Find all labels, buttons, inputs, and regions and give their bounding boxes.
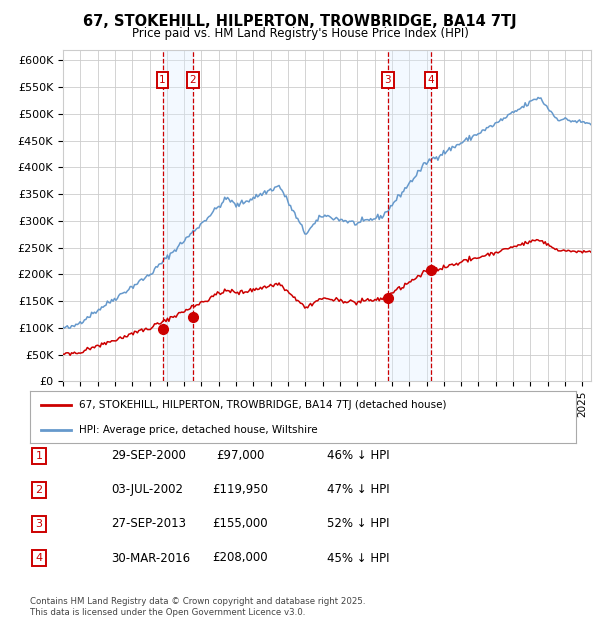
Text: £155,000: £155,000 [212,518,268,530]
Text: 3: 3 [384,75,391,85]
Text: £119,950: £119,950 [212,484,268,496]
Text: 03-JUL-2002: 03-JUL-2002 [111,484,183,496]
Text: Price paid vs. HM Land Registry's House Price Index (HPI): Price paid vs. HM Land Registry's House … [131,27,469,40]
Text: 4: 4 [35,553,43,563]
Text: HPI: Average price, detached house, Wiltshire: HPI: Average price, detached house, Wilt… [79,425,318,435]
Text: 52% ↓ HPI: 52% ↓ HPI [327,518,389,530]
Text: 47% ↓ HPI: 47% ↓ HPI [327,484,389,496]
Text: 2: 2 [190,75,196,85]
Text: 27-SEP-2013: 27-SEP-2013 [111,518,186,530]
Bar [163,50,193,381]
Text: 45% ↓ HPI: 45% ↓ HPI [327,552,389,564]
Text: 67, STOKEHILL, HILPERTON, TROWBRIDGE, BA14 7TJ (detached house): 67, STOKEHILL, HILPERTON, TROWBRIDGE, BA… [79,401,446,410]
Text: 1: 1 [159,75,166,85]
Text: 29-SEP-2000: 29-SEP-2000 [111,450,186,462]
Text: 4: 4 [428,75,434,85]
Text: £97,000: £97,000 [216,450,264,462]
Bar [388,50,431,381]
Text: 2: 2 [35,485,43,495]
Text: 1: 1 [35,451,43,461]
Text: Contains HM Land Registry data © Crown copyright and database right 2025.
This d: Contains HM Land Registry data © Crown c… [30,598,365,617]
Text: 46% ↓ HPI: 46% ↓ HPI [327,450,389,462]
Text: £208,000: £208,000 [212,552,268,564]
Text: 67, STOKEHILL, HILPERTON, TROWBRIDGE, BA14 7TJ: 67, STOKEHILL, HILPERTON, TROWBRIDGE, BA… [83,14,517,29]
Text: 30-MAR-2016: 30-MAR-2016 [111,552,190,564]
Text: 3: 3 [35,519,43,529]
